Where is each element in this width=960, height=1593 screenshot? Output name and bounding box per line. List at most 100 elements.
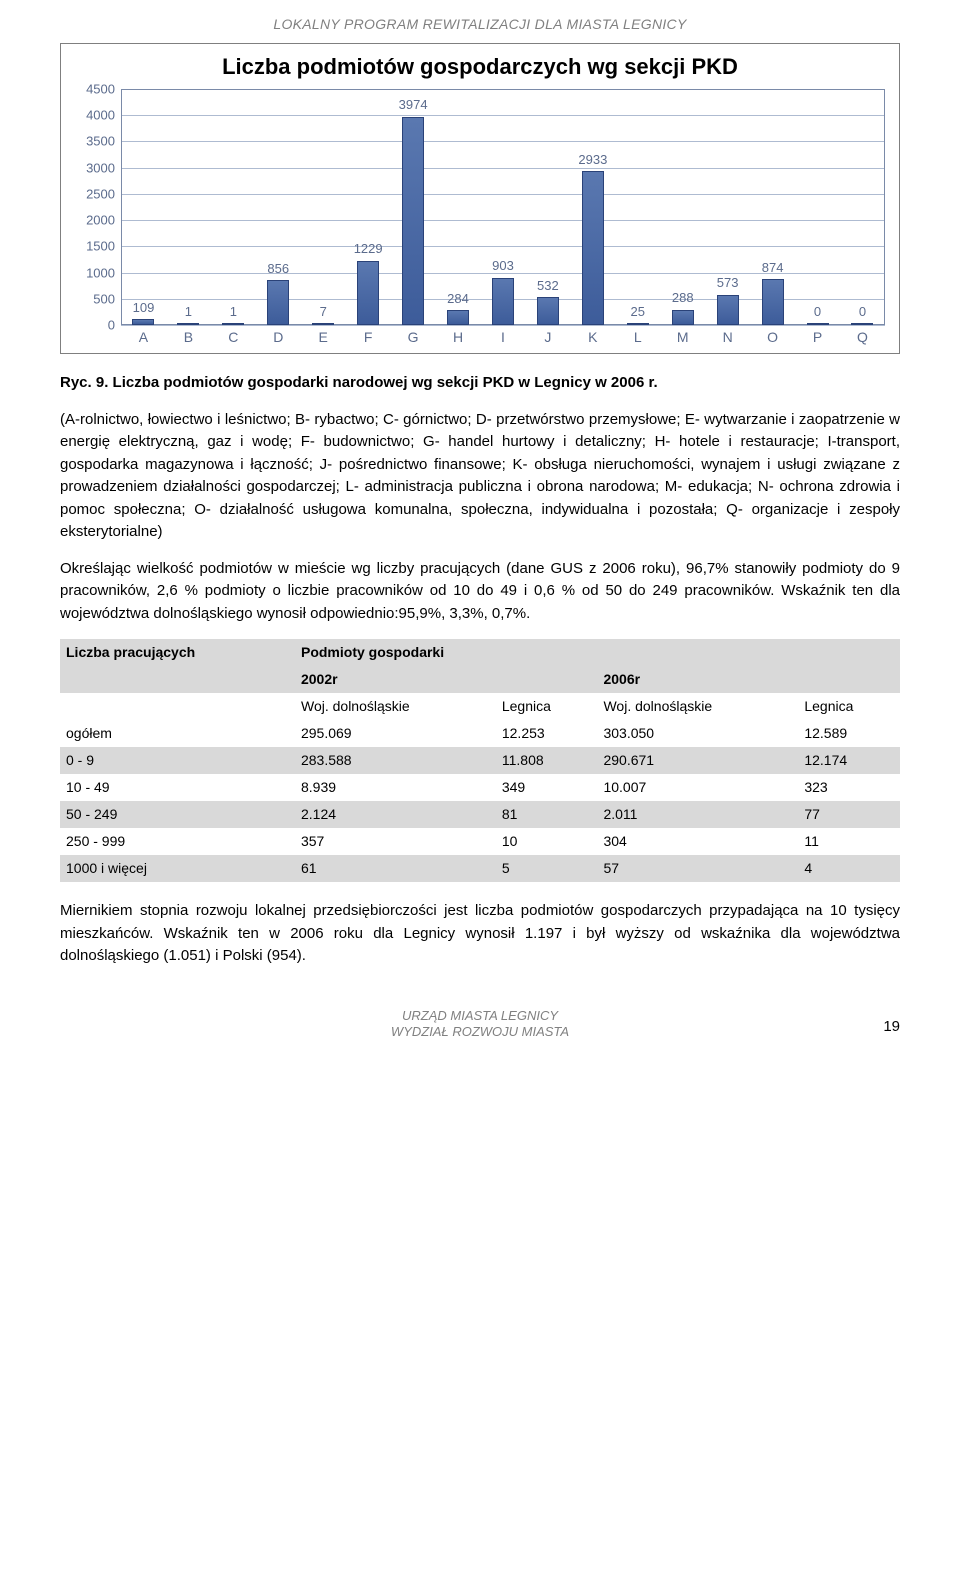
page-footer: URZĄD MIASTA LEGNICY WYDZIAŁ ROZWOJU MIA…	[60, 1008, 900, 1048]
bar-value-label: 25	[631, 302, 645, 322]
bar-I: 903	[481, 256, 526, 325]
y-tick: 2500	[86, 184, 115, 204]
row-label: 10 - 49	[60, 774, 295, 801]
row-value: 349	[496, 774, 598, 801]
bar-E: 7	[301, 302, 346, 326]
x-tick: G	[391, 327, 436, 349]
row-label: 50 - 249	[60, 801, 295, 828]
x-tick: P	[795, 327, 840, 349]
col-woj1: Woj. dolnośląskie	[295, 693, 496, 720]
footer-line2: WYDZIAŁ ROZWOJU MIASTA	[60, 1024, 900, 1041]
row-value: 2.124	[295, 801, 496, 828]
col-leg1: Legnica	[496, 693, 598, 720]
x-tick: Q	[840, 327, 885, 349]
bars-area: 1091185671229397428490353229332528857387…	[121, 89, 885, 325]
bar	[447, 310, 469, 325]
table-row: 50 - 2492.124812.01177	[60, 801, 900, 828]
table-row: 250 - 9993571030411	[60, 828, 900, 855]
y-tick: 3000	[86, 158, 115, 178]
x-tick: E	[301, 327, 346, 349]
bar	[267, 280, 289, 325]
y-tick: 2000	[86, 210, 115, 230]
bar-K: 2933	[570, 150, 615, 325]
page-number: 19	[883, 1016, 900, 1039]
bar-value-label: 7	[320, 302, 327, 322]
row-value: 11	[798, 828, 900, 855]
bar	[717, 295, 739, 325]
row-value: 12.589	[798, 720, 900, 747]
bar	[582, 171, 604, 325]
row-value: 303.050	[597, 720, 798, 747]
table-head-row3: Woj. dolnośląskie Legnica Woj. dolnośląs…	[60, 693, 900, 720]
row-value: 81	[496, 801, 598, 828]
footer-line1: URZĄD MIASTA LEGNICY	[60, 1008, 900, 1025]
bar-value-label: 0	[814, 302, 821, 322]
row-value: 357	[295, 828, 496, 855]
table-row: 10 - 498.93934910.007323	[60, 774, 900, 801]
col-woj2: Woj. dolnośląskie	[597, 693, 798, 720]
col-podmioty: Podmioty gospodarki	[295, 639, 900, 666]
row-label: 250 - 999	[60, 828, 295, 855]
row-value: 11.808	[496, 747, 598, 774]
chart-plot: 050010001500200025003000350040004500 109…	[71, 89, 889, 349]
x-axis: ABCDEFGHIJKLMNOPQ	[121, 327, 885, 349]
bar-M: 288	[660, 288, 705, 325]
y-tick: 1000	[86, 263, 115, 283]
bar-Q: 0	[840, 302, 885, 326]
pkd-chart: Liczba podmiotów gospodarczych wg sekcji…	[60, 43, 900, 354]
row-value: 8.939	[295, 774, 496, 801]
y-tick: 4000	[86, 105, 115, 125]
bar-G: 3974	[391, 95, 436, 325]
bar-value-label: 109	[133, 298, 155, 318]
bar-L: 25	[615, 302, 660, 326]
bar-value-label: 903	[492, 256, 514, 276]
col-leg2: Legnica	[798, 693, 900, 720]
y-tick: 0	[108, 315, 115, 335]
x-tick: M	[660, 327, 705, 349]
bar-value-label: 2933	[578, 150, 607, 170]
bar	[132, 319, 154, 325]
y-tick: 3500	[86, 132, 115, 152]
y-tick: 500	[93, 289, 115, 309]
bar-P: 0	[795, 302, 840, 326]
bar-value-label: 3974	[399, 95, 428, 115]
y-tick: 4500	[86, 79, 115, 99]
row-value: 290.671	[597, 747, 798, 774]
bar	[851, 323, 873, 325]
bar	[312, 323, 334, 325]
bar-J: 532	[525, 276, 570, 325]
bar-value-label: 288	[672, 288, 694, 308]
bar-value-label: 0	[859, 302, 866, 322]
row-value: 10.007	[597, 774, 798, 801]
x-tick: N	[705, 327, 750, 349]
bar-value-label: 1	[185, 302, 192, 322]
x-tick: A	[121, 327, 166, 349]
bar	[222, 323, 244, 325]
bar	[807, 323, 829, 325]
row-label: ogółem	[60, 720, 295, 747]
row-value: 2.011	[597, 801, 798, 828]
x-tick: B	[166, 327, 211, 349]
row-value: 12.174	[798, 747, 900, 774]
bar	[762, 279, 784, 325]
paragraph-legend: (A-rolnictwo, łowiectwo i leśnictwo; B- …	[60, 409, 900, 544]
x-tick: O	[750, 327, 795, 349]
table-row: 1000 i więcej615574	[60, 855, 900, 882]
row-value: 61	[295, 855, 496, 882]
bar-value-label: 1229	[354, 239, 383, 259]
bar-O: 874	[750, 258, 795, 325]
x-tick: L	[615, 327, 660, 349]
bar-value-label: 532	[537, 276, 559, 296]
bar-value-label: 874	[762, 258, 784, 278]
y-axis: 050010001500200025003000350040004500	[71, 89, 119, 325]
bar	[177, 323, 199, 325]
row-value: 5	[496, 855, 598, 882]
y-tick: 1500	[86, 237, 115, 257]
row-value: 323	[798, 774, 900, 801]
x-tick: I	[481, 327, 526, 349]
x-tick: K	[570, 327, 615, 349]
bar-A: 109	[121, 298, 166, 325]
row-value: 283.588	[295, 747, 496, 774]
bar-value-label: 856	[267, 259, 289, 279]
bar	[627, 323, 649, 325]
